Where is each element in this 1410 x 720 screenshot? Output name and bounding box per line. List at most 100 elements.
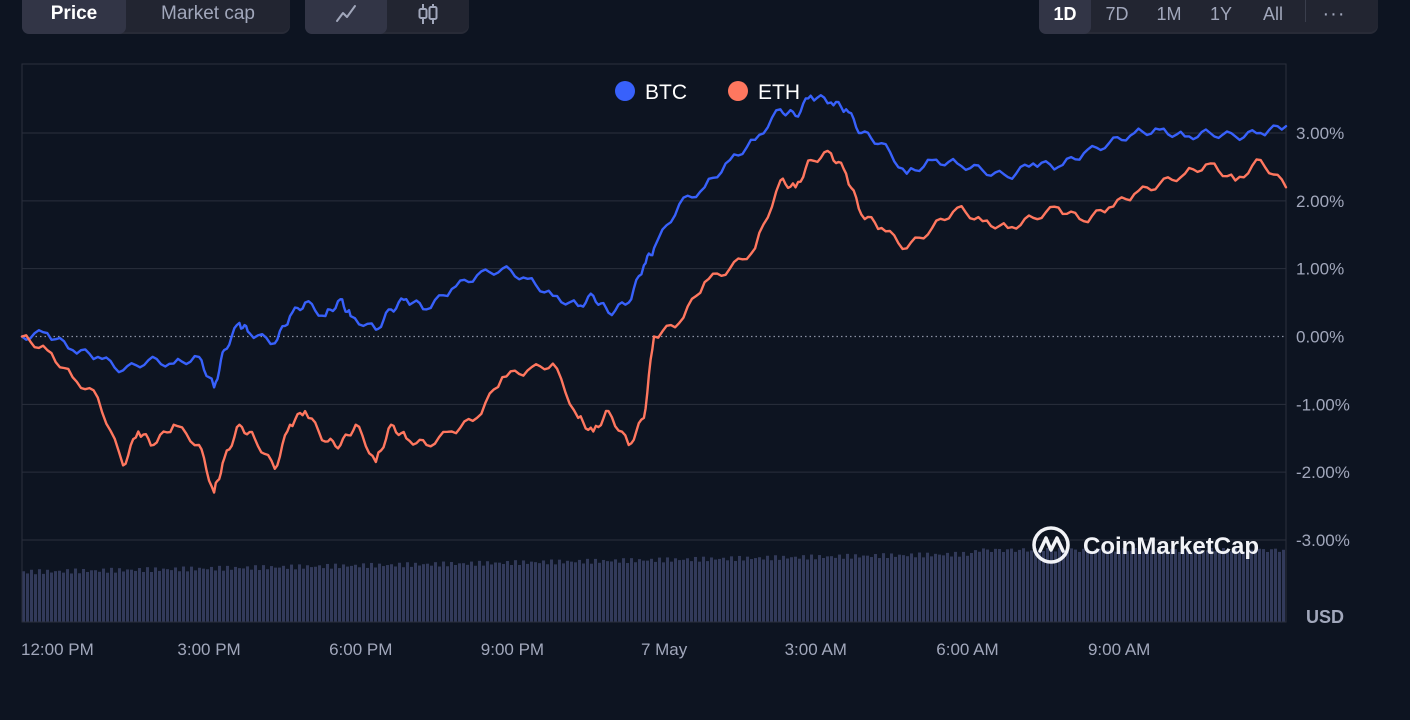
volume-bar	[218, 565, 221, 622]
volume-bar	[146, 567, 149, 622]
volume-bar	[102, 568, 105, 622]
volume-bar	[230, 569, 233, 622]
tab-market-cap[interactable]: Market cap	[161, 3, 255, 24]
volume-bar	[646, 560, 649, 622]
range-1y[interactable]: 1Y	[1209, 3, 1233, 24]
volume-bar	[506, 561, 509, 622]
volume-bar	[114, 572, 117, 622]
volume-bar	[966, 555, 969, 622]
range-1m[interactable]: 1M	[1156, 3, 1182, 24]
x-tick-label: 6:00 PM	[329, 640, 392, 659]
volume-bar	[126, 569, 129, 622]
volume-bars	[22, 548, 1285, 622]
volume-bar	[1146, 548, 1149, 622]
volume-bar	[1014, 551, 1017, 622]
volume-bar	[414, 562, 417, 622]
volume-bar	[610, 561, 613, 622]
volume-bar	[398, 562, 401, 622]
x-tick-label: 12:00 PM	[21, 640, 94, 659]
volume-bar	[878, 558, 881, 622]
volume-bar	[894, 556, 897, 622]
volume-bar	[470, 561, 473, 622]
volume-bar	[990, 551, 993, 622]
volume-bar	[874, 554, 877, 622]
volume-bar	[770, 560, 773, 622]
volume-bar	[650, 558, 653, 622]
volume-bar	[1202, 551, 1205, 622]
volume-bar	[774, 555, 777, 622]
volume-bar	[730, 556, 733, 622]
tab-price[interactable]: Price	[22, 0, 126, 34]
volume-bar	[618, 562, 621, 622]
volume-bar	[1122, 548, 1125, 622]
volume-bar	[714, 559, 717, 622]
volume-bar	[626, 563, 629, 622]
volume-bar	[498, 562, 501, 622]
volume-bar	[1034, 548, 1037, 622]
line-chart-icon[interactable]	[305, 0, 387, 34]
volume-bar	[938, 554, 941, 622]
volume-bar	[526, 563, 529, 622]
volume-bar	[134, 570, 137, 622]
y-tick-label: -1.00%	[1296, 395, 1350, 414]
volume-bar	[310, 567, 313, 622]
volume-bar	[1086, 549, 1089, 622]
range-all[interactable]: All	[1262, 3, 1283, 24]
volume-bar	[234, 566, 237, 622]
volume-bar	[502, 563, 505, 622]
volume-bar	[1098, 548, 1101, 622]
more-options-icon[interactable]: ···	[1322, 2, 1346, 25]
volume-bar	[262, 565, 265, 622]
volume-bar	[674, 558, 677, 622]
volume-bar	[766, 555, 769, 622]
volume-bar	[1042, 550, 1045, 622]
x-axis: 12:00 PM 3:00 PM 6:00 PM 9:00 PM 7 May 3:00 A…	[21, 640, 1150, 659]
volume-bar	[958, 556, 961, 622]
volume-bar	[186, 571, 189, 622]
volume-bar	[926, 552, 929, 622]
volume-bar	[798, 558, 801, 622]
volume-bar	[206, 569, 209, 622]
volume-bar	[778, 559, 781, 622]
volume-bar	[274, 567, 277, 622]
volume-bar	[322, 568, 325, 622]
volume-bar	[886, 558, 889, 622]
plot-border	[21, 63, 1287, 623]
volume-bar	[1114, 551, 1117, 622]
volume-bar	[518, 565, 521, 622]
volume-bar	[718, 558, 721, 622]
volume-bar	[750, 559, 753, 622]
volume-bar	[1266, 551, 1269, 622]
volume-bar	[546, 564, 549, 622]
volume-bar	[406, 562, 409, 622]
volume-bar	[854, 554, 857, 622]
volume-bar	[794, 556, 797, 622]
volume-bar	[158, 570, 161, 622]
volume-bar	[138, 568, 141, 622]
volume-bar	[58, 570, 61, 622]
range-7d[interactable]: 7D	[1105, 3, 1129, 24]
time-range-toggle: 1D 7D 1M 1Y All ···	[1039, 0, 1378, 34]
volume-bar	[566, 560, 569, 622]
volume-bar	[1246, 548, 1249, 622]
y-tick-label: 0.00%	[1296, 328, 1344, 347]
volume-bar	[402, 567, 405, 622]
volume-bar	[350, 565, 353, 622]
volume-bar	[70, 573, 73, 622]
volume-bar	[1210, 548, 1213, 622]
volume-bar	[1182, 549, 1185, 622]
volume-bar	[1206, 550, 1209, 622]
volume-bar	[446, 566, 449, 622]
x-tick-label: 7 May	[641, 640, 688, 659]
volume-bar	[982, 548, 985, 622]
legend-label-btc: BTC	[645, 81, 687, 104]
volume-bar	[1166, 551, 1169, 622]
range-1d[interactable]: 1D	[1039, 0, 1091, 34]
volume-bar	[1186, 548, 1189, 622]
volume-bar	[278, 567, 281, 622]
series-line-eth	[20, 149, 1288, 494]
candlestick-icon[interactable]	[387, 0, 469, 34]
volume-bar	[362, 563, 365, 622]
volume-bar	[338, 568, 341, 622]
